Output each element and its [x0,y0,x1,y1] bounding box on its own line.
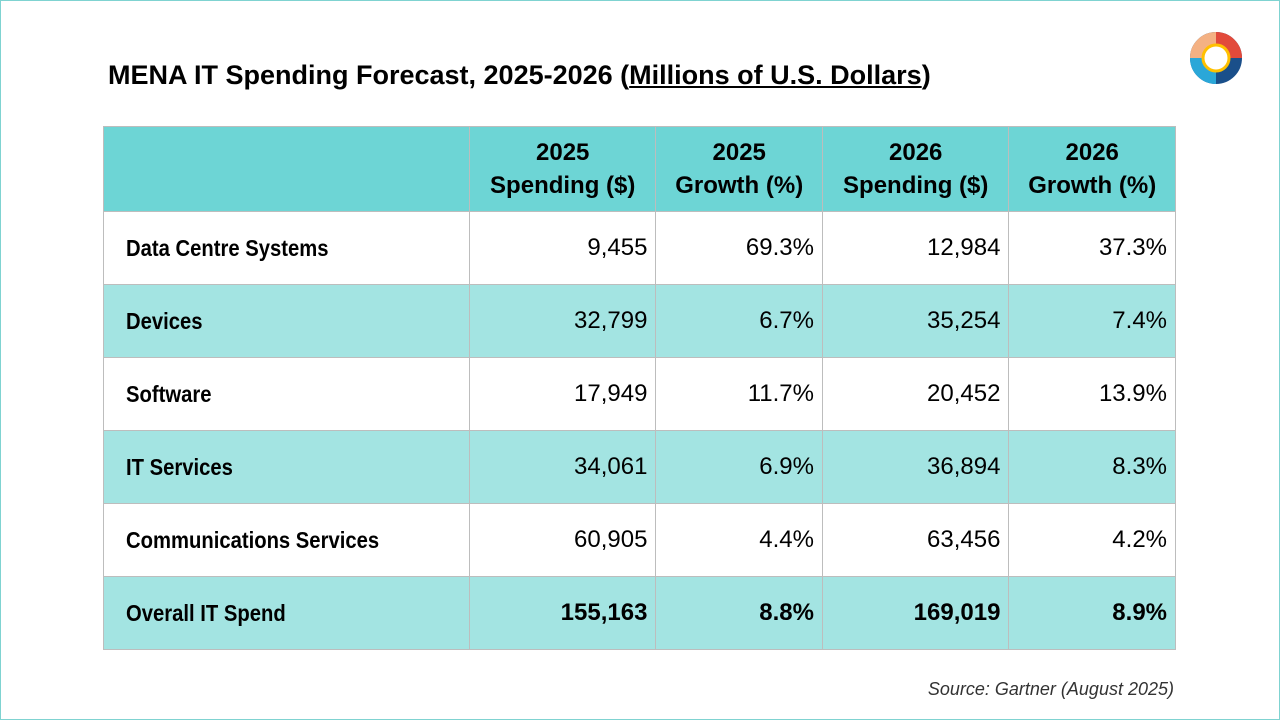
cell-2025-spending: 155,163 [468,576,657,650]
table-row: Software 17,949 11.7% 20,452 13.9% [103,357,1176,431]
cell-2026-spending: 20,452 [821,357,1010,431]
table-row: Overall IT Spend 155,163 8.8% 169,019 8.9% [103,576,1176,650]
cell-2026-growth: 37.3% [1008,211,1176,285]
gartner-circle-logo-icon [1190,32,1242,84]
cell-2026-spending: 63,456 [821,503,1010,577]
header-2026-spending: 2026 Spending ($) [821,126,1010,212]
cell-2025-growth: 4.4% [655,503,823,577]
cell-2025-spending: 32,799 [468,284,657,358]
cell-2025-growth: 6.7% [655,284,823,358]
cell-2026-growth: 8.3% [1008,430,1176,504]
cell-2026-growth: 13.9% [1008,357,1176,431]
row-label: Communications Services [103,503,470,577]
cell-2025-spending: 60,905 [468,503,657,577]
table-row: IT Services 34,061 6.9% 36,894 8.3% [103,430,1176,504]
row-label: Devices [103,284,470,358]
cell-2026-spending: 35,254 [821,284,1010,358]
cell-2026-growth: 7.4% [1008,284,1176,358]
header-2026-growth: 2026 Growth (%) [1008,126,1176,212]
row-label: IT Services [103,430,470,504]
title-close: ) [921,60,931,90]
cell-2025-spending: 9,455 [468,211,657,285]
cell-2025-growth: 69.3% [655,211,823,285]
row-label: Overall IT Spend [103,576,470,650]
cell-2025-spending: 34,061 [468,430,657,504]
cell-2026-growth: 4.2% [1008,503,1176,577]
title-text: MENA IT Spending Forecast, 2025-2026 ( [108,60,630,90]
page-title: MENA IT Spending Forecast, 2025-2026 (Mi… [108,60,931,91]
cell-2025-growth: 11.7% [655,357,823,431]
cell-2026-spending: 169,019 [821,576,1010,650]
cell-2025-growth: 8.8% [655,576,823,650]
cell-2026-spending: 36,894 [821,430,1010,504]
header-2025-growth: 2025 Growth (%) [655,126,823,212]
cell-2026-spending: 12,984 [821,211,1010,285]
table-row: Data Centre Systems 9,455 69.3% 12,984 37.3% [103,211,1176,285]
header-empty [103,126,470,212]
header-2025-spending: 2025 Spending ($) [468,126,657,212]
cell-2026-growth: 8.9% [1008,576,1176,650]
table-row: Communications Services 60,905 4.4% 63,456 4… [103,503,1176,577]
row-label: Data Centre Systems [103,211,470,285]
cell-2025-growth: 6.9% [655,430,823,504]
table-header-row: 2025 Spending ($) 2025 Growth (%) 2026 Spen… [103,126,1176,212]
source-note: Source: Gartner (August 2025) [927,679,1174,699]
title-units: Millions of U.S. Dollars [629,60,922,90]
cell-2025-spending: 17,949 [468,357,657,431]
spending-table: 2025 Spending ($) 2025 Growth (%) 2026 Spen… [103,126,1176,650]
table-row: Devices 32,799 6.7% 35,254 7.4% [103,284,1176,358]
row-label: Software [103,357,470,431]
